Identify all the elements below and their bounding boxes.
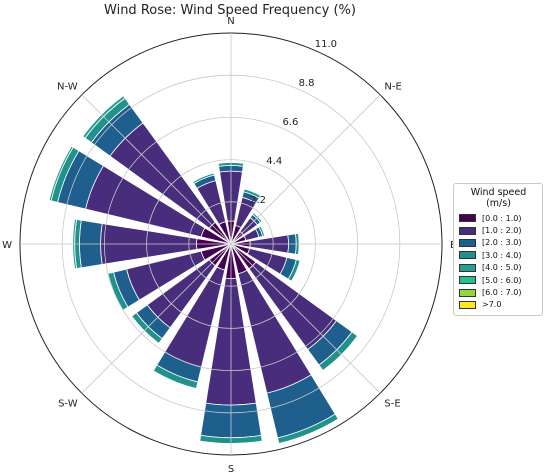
legend-entry: [4.0 : 5.0) [459,262,538,274]
bar-segment-22.5-bin-3 [243,188,262,199]
legend-label: [5.0 : 6.0) [482,275,522,285]
radial-tick-label: 6.6 [282,117,298,128]
legend-swatch [459,276,476,285]
legend-entry: [3.0 : 4.0) [459,249,538,261]
bar-segment-315-bin-4 [82,95,126,139]
legend-swatch [459,300,476,309]
direction-label: S-W [58,398,78,409]
angular-gridline [230,94,381,245]
angular-gridline [81,243,232,394]
legend-swatch [459,263,476,272]
legend-swatch [459,251,476,260]
direction-label: N-E [384,82,401,93]
direction-label: N-W [57,82,78,93]
direction-label: S [228,464,234,472]
bar-segment-270-bin-4 [72,218,78,270]
angular-gridline [230,243,381,394]
bar-segment-157.5-bin-3 [277,413,339,445]
legend-label: [2.0 : 3.0) [482,238,522,248]
radial-tick-label: 4.4 [266,156,282,167]
chart-title: Wind Rose: Wind Speed Frequency (%) [104,3,356,18]
legend-entry: [0.0 : 1.0) [459,212,538,224]
legend-label: [0.0 : 1.0) [482,213,522,223]
legend-swatch [459,226,476,235]
legend: Wind speed (m/s) [0.0 : 1.0) [1.0 : 2.0)[… [453,183,543,317]
direction-label: W [2,240,12,251]
legend-entry: [6.0 : 7.0) [459,286,538,298]
legend-swatch [459,214,476,223]
legend-entry: [2.0 : 3.0) [459,237,538,249]
polar-grid [19,32,443,456]
direction-label: N [227,16,234,27]
legend-swatch [459,238,476,247]
bar-segment-337.5-bin-3 [192,172,215,185]
legend-entry: >7.0 [459,299,538,311]
legend-label: [6.0 : 7.0) [482,288,522,298]
radial-tick-label: 11.0 [315,39,337,50]
radial-tick-label: 2.2 [250,195,266,206]
bar-segment-67.5-bin-3 [258,225,266,237]
legend-entries: [0.0 : 1.0) [1.0 : 2.0) [2.0 : 3.0) [3.0 : … [459,212,538,311]
legend-title: Wind speed (m/s) [470,187,527,209]
legend-label: [3.0 : 4.0) [482,250,522,260]
radial-tick-label: 8.8 [299,78,315,89]
direction-label: S-E [384,398,400,409]
axis-labels: NN-EES-ESS-WWN-W2.24.46.68.811.0 [2,16,456,472]
legend-entry: [1.0 : 2.0) [459,224,538,236]
legend-label: [4.0 : 5.0) [482,263,522,273]
legend-label: [1.0 : 2.0) [482,226,522,236]
legend-label: >7.0 [482,300,502,310]
angular-gridline [81,94,232,245]
bar-segment-112.5-bin-3 [287,259,301,282]
bar-segment-292.5-bin-4 [48,145,74,202]
bar-segment-202.5-bin-3 [152,364,199,390]
legend-swatch [459,288,476,297]
legend-entry: [5.0 : 6.0) [459,274,538,286]
